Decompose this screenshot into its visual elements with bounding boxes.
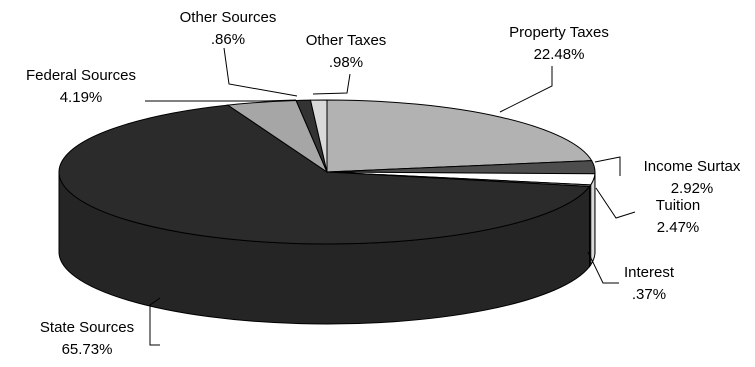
leader-line-state-sources	[149, 297, 161, 346]
leader-line-other-sources	[223, 47, 298, 97]
label-state-sources-value: 65.73%	[62, 341, 113, 358]
leader-line-tuition	[595, 187, 636, 219]
label-property-taxes-name: Property Taxes	[509, 24, 609, 41]
label-federal-sources-name: Federal Sources	[26, 67, 136, 84]
label-interest-value: .37%	[632, 286, 666, 303]
label-other-sources-name: Other Sources	[180, 9, 277, 26]
label-other-taxes-name: Other Taxes	[306, 32, 387, 49]
label-income-surtax-value: 2.92%	[671, 180, 714, 197]
label-state-sources-name: State Sources	[40, 319, 134, 336]
pie-slice-property-taxes	[326, 99, 593, 173]
pie-side-tuition	[590, 173, 596, 267]
leader-line-property-taxes	[499, 66, 553, 113]
leader-line-other-taxes	[312, 73, 351, 95]
label-tuition-name: Tuition	[656, 197, 700, 214]
label-other-sources-value: .86%	[211, 31, 245, 48]
pie-slice-state-sources	[58, 104, 591, 245]
leader-lines	[145, 47, 636, 346]
label-tuition-value: 2.47%	[657, 219, 700, 236]
label-interest-name: Interest	[624, 264, 675, 281]
pie-tops	[58, 99, 596, 245]
label-income-surtax-name: Income Surtax	[644, 158, 741, 175]
label-other-taxes-value: .98%	[329, 54, 363, 71]
label-property-taxes-value: 22.48%	[534, 46, 585, 63]
leader-line-interest	[587, 251, 619, 284]
leader-line-federal-sources	[145, 99, 297, 102]
leader-line-income-surtax	[594, 156, 621, 176]
pie-slice-other-taxes	[309, 99, 328, 173]
label-federal-sources-value: 4.19%	[60, 89, 103, 106]
